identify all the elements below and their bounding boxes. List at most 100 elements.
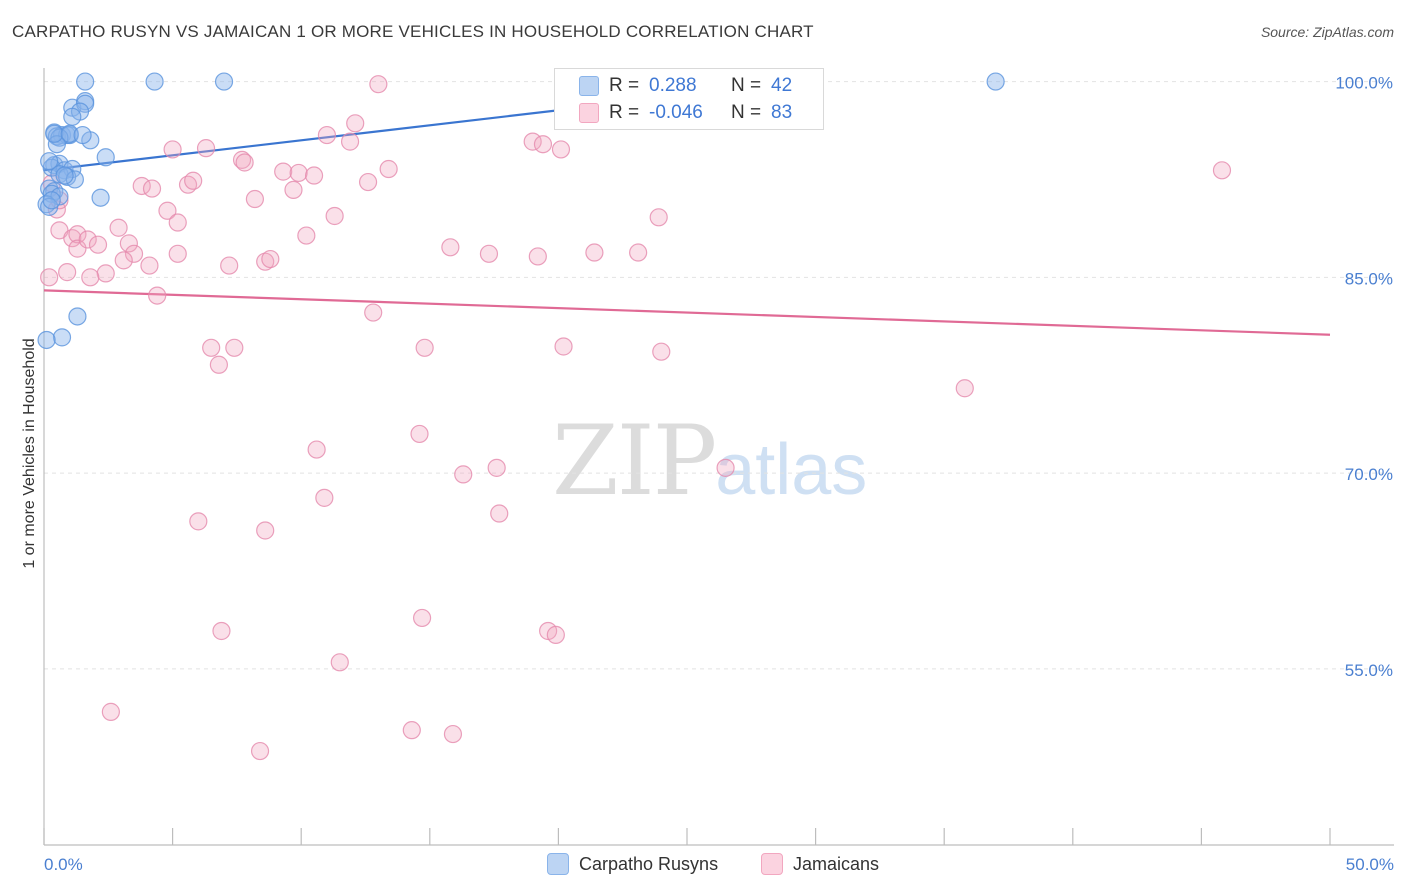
point-jamaican (289, 163, 308, 183)
point-carpatho (986, 72, 1005, 91)
point-carpatho (37, 330, 56, 350)
bottom-swatch-carpatho (547, 853, 569, 875)
point-jamaican (148, 286, 167, 305)
point-jamaican (716, 458, 735, 477)
legend-row-carpatho: R = 0.288 N = 42 (579, 74, 792, 98)
point-jamaican (168, 244, 187, 263)
legend-row-jamaican: R = -0.046 N = 83 (579, 101, 792, 125)
legend-swatch-carpatho (579, 76, 599, 96)
point-jamaican (554, 337, 573, 356)
point-jamaican (78, 230, 97, 249)
point-jamaican (1212, 161, 1232, 180)
data-points (37, 72, 1232, 761)
point-jamaican (410, 424, 429, 444)
bottom-swatch-jamaican (761, 853, 783, 875)
point-jamaican (256, 521, 275, 540)
legend-r-label: R = (609, 102, 640, 123)
point-jamaican (358, 172, 378, 192)
point-carpatho (40, 152, 59, 171)
point-jamaican (189, 512, 208, 531)
point-jamaican (454, 465, 473, 484)
point-jamaican (379, 159, 398, 179)
point-jamaican (551, 140, 571, 159)
point-jamaican (212, 621, 231, 641)
point-jamaican (315, 488, 334, 507)
point-jamaican (68, 225, 87, 244)
point-jamaican (114, 251, 133, 270)
x-tick-label: 0.0% (44, 855, 83, 874)
y-tick-label: 100.0% (1335, 74, 1393, 93)
point-jamaican (479, 244, 499, 263)
point-jamaican (109, 218, 128, 237)
point-jamaican (196, 139, 216, 158)
legend-n-label: N = (731, 102, 762, 123)
point-carpatho (96, 148, 115, 167)
point-carpatho (68, 307, 87, 326)
point-jamaican (415, 338, 434, 357)
legend-r-value: -0.046 (649, 102, 703, 123)
point-carpatho (42, 191, 61, 210)
trend-jamaican (43, 289, 1331, 336)
point-jamaican (274, 162, 293, 181)
point-jamaican (225, 338, 244, 357)
bottom-legend-jamaican: Jamaicans (761, 852, 879, 876)
point-carpatho (65, 170, 84, 189)
point-jamaican (142, 179, 162, 198)
point-jamaican (81, 268, 100, 287)
axes (43, 68, 1394, 846)
correlation-legend: R = 0.288 N = 42 R = -0.046 N = 83 (554, 68, 824, 130)
legend-n-value: 83 (771, 102, 793, 123)
point-jamaican (184, 171, 203, 190)
point-carpatho (63, 107, 82, 126)
point-carpatho (73, 125, 92, 145)
point-jamaican (250, 741, 270, 761)
point-jamaican (220, 256, 239, 275)
watermark-zip: ZIP (552, 405, 717, 517)
y-tick-label: 70.0% (1345, 465, 1393, 484)
point-jamaican (88, 235, 108, 254)
point-jamaican (245, 189, 265, 209)
point-carpatho (91, 188, 110, 207)
point-jamaican (119, 234, 138, 253)
point-jamaican (629, 243, 648, 262)
chart-source: Source: ZipAtlas.com (1260, 24, 1394, 40)
legend-r-label: R = (609, 75, 640, 96)
point-jamaican (124, 244, 144, 263)
point-jamaican (297, 226, 316, 245)
point-jamaican (140, 256, 159, 275)
y-tick-label: 85.0% (1345, 269, 1393, 288)
point-carpatho (214, 72, 234, 91)
point-jamaican (284, 180, 303, 199)
point-jamaican (235, 153, 254, 172)
point-jamaican (40, 268, 59, 287)
point-jamaican (96, 264, 115, 283)
point-jamaican (402, 721, 421, 740)
point-carpatho (52, 328, 72, 347)
point-jamaican (168, 213, 187, 232)
point-jamaican (132, 176, 151, 196)
point-jamaican (412, 608, 432, 628)
legend-n-value: 42 (771, 75, 793, 96)
point-jamaican (652, 342, 671, 361)
y-axis-title: 1 or more Vehicles in Household (21, 338, 38, 568)
bottom-legend-label: Carpatho Rusyns (579, 853, 719, 874)
point-jamaican (202, 338, 221, 357)
point-jamaican (649, 208, 668, 227)
point-carpatho (45, 124, 64, 143)
point-jamaican (369, 75, 388, 94)
point-jamaican (487, 458, 506, 477)
point-jamaican (68, 239, 87, 258)
point-jamaican (58, 263, 77, 282)
point-jamaican (528, 247, 547, 266)
point-jamaican (523, 132, 542, 151)
y-tick-label: 55.0% (1345, 661, 1393, 680)
point-jamaican (490, 504, 509, 523)
point-jamaican (533, 135, 553, 154)
point-jamaican (443, 724, 463, 744)
point-jamaican (955, 379, 974, 398)
point-jamaican (364, 303, 383, 322)
legend-r-value: 0.288 (649, 75, 697, 96)
point-jamaican (256, 252, 275, 271)
point-jamaican (101, 702, 120, 721)
